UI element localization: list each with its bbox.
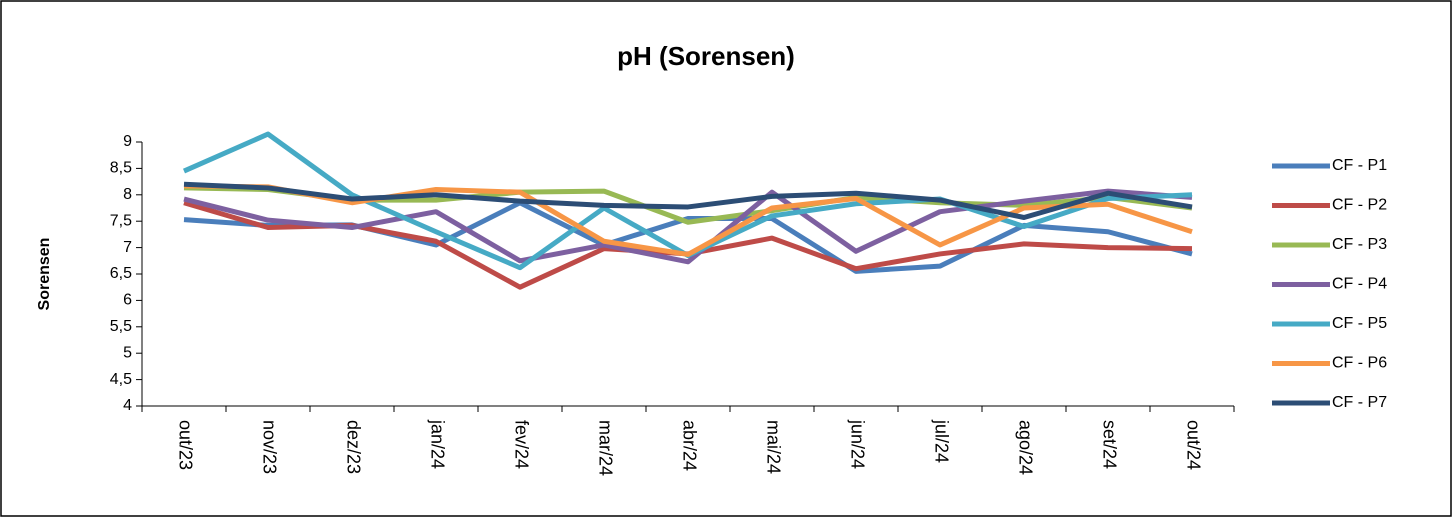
y-tick-label: 8 [123,186,132,203]
y-tick-label: 5 [123,344,132,361]
y-tick-label: 7,5 [110,212,132,229]
x-tick-label: fev/24 [511,420,531,469]
y-tick-label: 6,5 [110,265,132,282]
legend-label: CF - P3 [1332,236,1387,253]
y-tick-label: 8,5 [110,160,132,177]
y-tick-label: 7 [123,239,132,256]
x-tick-label: jul/24 [931,419,951,463]
x-tick-label: mai/24 [763,420,783,474]
x-tick-label: abr/24 [679,420,699,471]
legend-label: CF - P7 [1332,394,1387,411]
x-tick-label: jan/24 [427,419,447,469]
legend-label: CF - P5 [1332,315,1387,332]
legend-label: CF - P2 [1332,197,1387,214]
x-tick-label: jun/24 [847,419,867,469]
y-tick-label: 4,5 [110,371,132,388]
y-axis-label: Sorensen [36,238,53,311]
x-tick-label: out/23 [175,420,195,470]
series-line [183,181,1193,221]
y-tick-label: 6 [123,292,132,309]
x-tick-label: set/24 [1099,420,1119,469]
series-line [183,188,1193,265]
series-line [183,183,1193,257]
y-tick-label: 4 [123,397,132,414]
chart-title: pH (Sorensen) [617,41,795,71]
legend-label: CF - P1 [1332,157,1387,174]
x-tick-label: ago/24 [1015,420,1035,475]
x-tick-label: nov/23 [259,420,279,474]
plot-area [182,131,1193,290]
y-tick-label: 5,5 [110,318,132,335]
legend-label: CF - P6 [1332,355,1387,372]
x-tick-label: out/24 [1183,420,1203,470]
legend-label: CF - P4 [1332,276,1387,293]
y-tick-label: 9 [123,133,132,150]
x-tick-label: dez/23 [343,420,363,474]
x-tick-label: mar/24 [595,420,615,476]
